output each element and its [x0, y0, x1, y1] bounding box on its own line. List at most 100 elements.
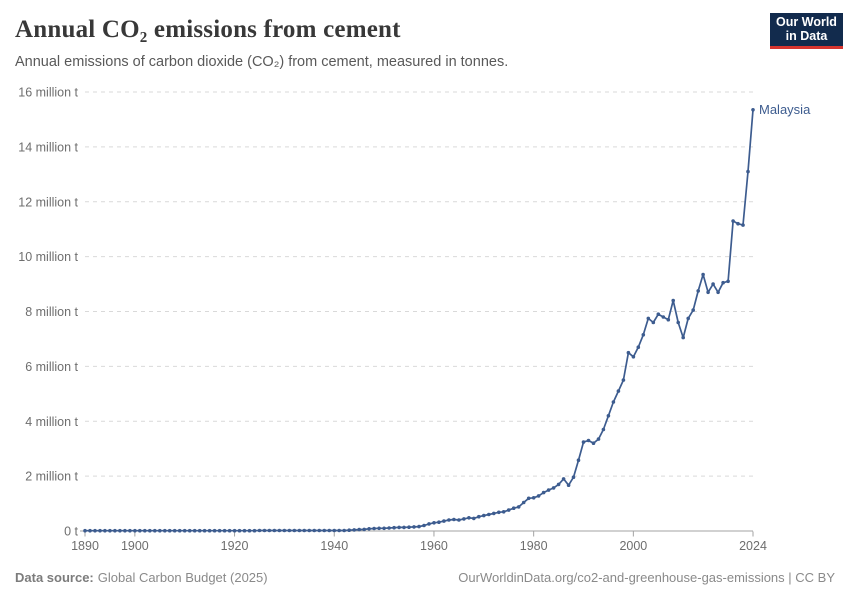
data-point[interactable] [113, 528, 117, 533]
data-point[interactable] [686, 316, 690, 321]
data-point[interactable] [721, 280, 725, 285]
data-point[interactable] [352, 528, 357, 532]
data-point[interactable] [98, 528, 102, 533]
data-point[interactable] [138, 528, 142, 533]
data-point[interactable] [332, 528, 337, 533]
data-point[interactable] [282, 528, 287, 533]
data-point[interactable] [387, 526, 391, 530]
data-point[interactable] [362, 527, 367, 532]
data-point[interactable] [118, 528, 122, 533]
data-point[interactable] [167, 528, 172, 533]
data-point[interactable] [596, 437, 601, 441]
data-point[interactable] [746, 169, 750, 174]
data-point[interactable] [711, 282, 715, 286]
data-point[interactable] [497, 510, 501, 515]
data-point[interactable] [377, 526, 381, 531]
data-point[interactable] [636, 345, 641, 350]
data-point[interactable] [392, 525, 396, 530]
data-point[interactable] [546, 488, 551, 492]
data-point[interactable] [232, 528, 237, 533]
data-point[interactable] [457, 518, 461, 522]
data-point[interactable] [606, 414, 611, 418]
data-point[interactable] [417, 524, 421, 529]
data-point[interactable] [681, 335, 685, 340]
data-point[interactable] [128, 528, 132, 533]
data-point[interactable] [621, 378, 626, 382]
data-point[interactable] [611, 400, 616, 404]
data-point[interactable] [442, 519, 446, 523]
data-point[interactable] [93, 528, 97, 533]
data-point[interactable] [427, 522, 431, 526]
data-point[interactable] [731, 219, 735, 223]
data-point[interactable] [501, 510, 506, 514]
data-point[interactable] [412, 525, 416, 529]
data-point[interactable] [163, 528, 167, 533]
data-point[interactable] [357, 527, 362, 532]
data-point[interactable] [302, 528, 307, 533]
data-point[interactable] [177, 528, 182, 533]
data-point[interactable] [277, 528, 282, 533]
data-point[interactable] [706, 290, 710, 295]
data-point[interactable] [222, 528, 227, 533]
data-point[interactable] [272, 528, 277, 533]
data-point[interactable] [182, 528, 187, 533]
data-point[interactable] [247, 528, 252, 533]
data-point[interactable] [158, 528, 162, 533]
data-point[interactable] [487, 512, 491, 517]
data-point[interactable] [217, 528, 222, 533]
data-point[interactable] [257, 528, 262, 533]
data-point[interactable] [83, 528, 87, 533]
data-point[interactable] [591, 441, 596, 446]
data-point[interactable] [397, 525, 401, 530]
data-point[interactable] [292, 528, 297, 533]
data-point[interactable] [143, 528, 147, 533]
data-point[interactable] [467, 516, 471, 520]
data-point[interactable] [372, 526, 376, 531]
data-point[interactable] [262, 528, 267, 533]
data-point[interactable] [307, 528, 312, 533]
data-point[interactable] [192, 528, 197, 533]
data-point[interactable] [197, 528, 202, 533]
data-point[interactable] [327, 528, 332, 533]
data-point[interactable] [227, 528, 232, 533]
data-point[interactable] [656, 312, 661, 317]
data-point[interactable] [462, 517, 466, 521]
data-point[interactable] [342, 528, 347, 533]
data-point[interactable] [422, 523, 426, 528]
data-point[interactable] [347, 528, 352, 532]
data-point[interactable] [641, 333, 646, 337]
data-point[interactable] [601, 427, 606, 432]
data-point[interactable] [646, 316, 651, 321]
data-point[interactable] [736, 221, 740, 226]
data-point[interactable] [556, 482, 561, 487]
series-line[interactable] [85, 109, 754, 532]
footer-citation-link[interactable]: OurWorldinData.org/co2-and-greenhouse-ga… [458, 570, 835, 585]
data-point[interactable] [88, 528, 92, 533]
data-point[interactable] [317, 528, 322, 533]
data-point[interactable] [133, 528, 137, 533]
data-point[interactable] [237, 528, 242, 533]
data-point[interactable] [472, 516, 476, 521]
data-point[interactable] [367, 527, 371, 531]
data-point[interactable] [402, 525, 406, 530]
data-point[interactable] [202, 528, 207, 533]
data-point[interactable] [382, 526, 386, 531]
data-point[interactable] [751, 108, 755, 112]
data-point[interactable] [477, 514, 481, 519]
data-point[interactable] [447, 518, 451, 522]
data-point[interactable] [452, 517, 456, 522]
owid-logo[interactable]: Our World in Data [770, 13, 843, 49]
data-point[interactable] [581, 440, 586, 444]
data-point[interactable] [561, 477, 566, 481]
data-point[interactable] [153, 528, 157, 533]
data-point[interactable] [616, 389, 621, 393]
data-point[interactable] [506, 508, 511, 512]
data-point[interactable] [571, 475, 576, 480]
data-point[interactable] [576, 458, 581, 463]
data-point[interactable] [252, 528, 257, 533]
data-point[interactable] [482, 513, 486, 518]
data-point[interactable] [696, 289, 700, 293]
data-point[interactable] [297, 528, 302, 533]
data-point[interactable] [531, 496, 536, 500]
data-point[interactable] [207, 528, 212, 533]
